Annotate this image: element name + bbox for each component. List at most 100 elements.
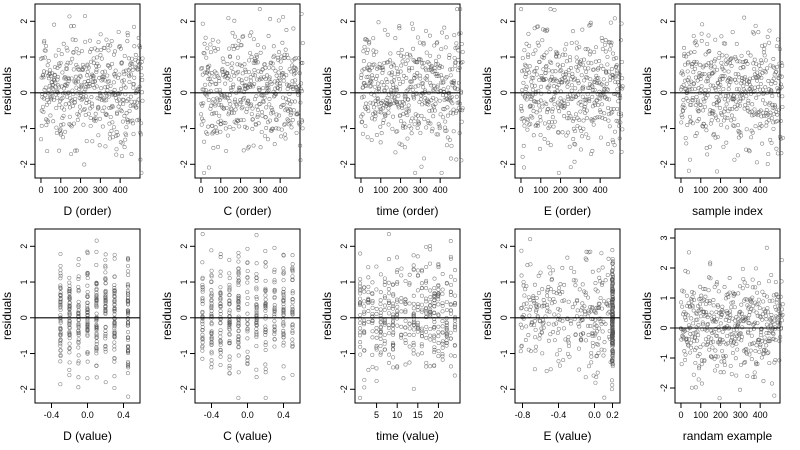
data-point [112,332,117,337]
data-point [256,121,261,126]
data-point [126,321,131,326]
data-point [374,347,379,352]
data-point [419,302,424,307]
data-point [519,305,524,310]
data-point [771,64,775,69]
data-point [440,309,445,314]
data-point [616,99,621,104]
data-point [754,61,759,66]
data-point [765,294,769,299]
data-point [436,122,441,127]
data-point [528,121,533,126]
data-point [292,57,297,62]
data-point [130,62,135,66]
data-point [550,107,555,112]
data-point [683,136,688,141]
data-point [717,55,722,60]
data-point [698,345,703,350]
data-point [299,11,304,16]
data-point [239,64,244,68]
data-point [64,94,69,99]
data-point [527,122,532,127]
data-point [728,364,733,369]
data-point [701,297,706,302]
data-point [272,329,277,334]
data-point [85,329,90,334]
data-point [458,108,463,113]
data-point [581,57,586,62]
data-point [409,84,414,89]
data-point [696,333,701,338]
data-point [56,47,61,52]
data-point [254,305,259,310]
data-point [370,305,375,310]
data-point [199,66,204,71]
data-point [596,66,601,71]
data-point [618,38,623,43]
data-point [520,88,525,93]
data-point [774,64,779,69]
data-point [602,340,607,345]
data-point [137,117,142,122]
data-point [433,101,438,106]
data-point [684,141,689,146]
data-point [112,385,117,390]
data-point [378,325,383,330]
data-point [710,71,715,76]
data-point [601,91,606,96]
data-point [112,72,117,77]
data-point [690,121,695,126]
data-point [722,68,727,73]
data-point [245,260,250,265]
data-point [732,157,737,162]
data-point [772,393,777,398]
data-point [572,269,577,274]
data-point [767,40,772,45]
data-point [460,49,465,54]
data-point [236,370,241,375]
data-point [247,58,251,63]
data-point [225,133,230,138]
data-point [598,110,603,114]
y-tick-label: -1 [19,125,29,133]
data-point [103,85,108,90]
data-point [527,43,532,48]
data-point [686,60,691,65]
data-point [758,333,763,338]
data-point [43,85,48,90]
data-point [444,323,449,328]
data-point [547,265,552,270]
data-point [99,86,104,91]
y-tick-label: -1 [499,125,509,133]
data-point [436,265,441,270]
data-point [300,119,305,124]
data-point [610,364,615,369]
data-point [548,143,553,148]
data-point [204,55,209,60]
data-point [698,102,703,107]
data-point [205,46,210,51]
data-point [778,335,783,340]
data-point [545,110,550,115]
data-point [766,279,771,284]
data-point [711,109,716,114]
data-point [415,35,420,40]
data-point [107,79,112,84]
data-point [732,305,737,310]
data-point [535,121,540,126]
data-point [774,44,779,49]
data-point [206,77,211,82]
data-point [780,307,785,312]
data-point [272,324,277,329]
data-point [734,373,739,378]
data-point [58,307,63,312]
data-point [125,120,130,125]
data-point [56,83,61,88]
data-point [767,298,772,303]
data-point [776,93,781,98]
data-point [546,120,551,124]
data-point [284,96,288,101]
data-point [202,139,207,144]
data-point [424,311,429,316]
